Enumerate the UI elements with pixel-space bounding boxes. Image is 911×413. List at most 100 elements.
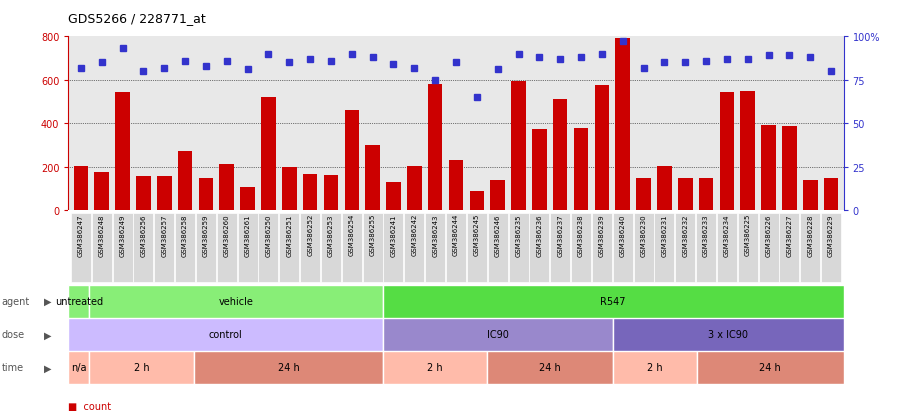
Bar <box>552 100 567 211</box>
Bar <box>300 214 320 282</box>
Bar <box>654 214 673 282</box>
Bar <box>698 178 712 211</box>
Text: 2 h: 2 h <box>426 363 443 373</box>
Bar <box>591 214 611 282</box>
Text: n/a: n/a <box>71 363 87 373</box>
Bar <box>656 166 670 211</box>
Text: GSM386231: GSM386231 <box>660 214 667 256</box>
Bar <box>365 146 380 211</box>
Text: GSM386257: GSM386257 <box>161 214 167 256</box>
Bar <box>612 351 696 384</box>
Bar <box>71 214 91 282</box>
Text: GSM386235: GSM386235 <box>515 214 521 256</box>
Bar <box>196 214 216 282</box>
Text: ■  count: ■ count <box>68 401 111 411</box>
Text: GSM386245: GSM386245 <box>474 214 479 256</box>
Text: GSM386226: GSM386226 <box>764 214 771 256</box>
Text: GSM386252: GSM386252 <box>307 214 312 256</box>
Bar <box>406 166 421 211</box>
Text: GSM386233: GSM386233 <box>702 214 708 256</box>
Bar <box>261 98 275 211</box>
Bar <box>220 165 234 211</box>
Bar <box>321 214 341 282</box>
Bar <box>573 128 588 211</box>
Bar <box>486 351 612 384</box>
Bar <box>157 177 171 211</box>
Bar <box>823 178 837 211</box>
Bar <box>383 285 843 318</box>
Text: GSM386227: GSM386227 <box>785 214 792 256</box>
Text: 2 h: 2 h <box>134 363 149 373</box>
Text: GSM386229: GSM386229 <box>827 214 834 256</box>
Bar <box>820 214 840 282</box>
Bar <box>279 214 299 282</box>
Bar <box>136 177 150 211</box>
Bar <box>154 214 174 282</box>
Text: GSM386225: GSM386225 <box>744 214 750 256</box>
Bar <box>89 285 383 318</box>
Bar <box>466 214 486 282</box>
Bar <box>716 214 736 282</box>
Bar <box>719 93 733 211</box>
Bar <box>112 214 132 282</box>
Text: GSM386258: GSM386258 <box>182 214 188 256</box>
Bar <box>487 214 507 282</box>
Bar <box>511 82 526 211</box>
Bar <box>115 93 129 211</box>
Bar <box>342 214 362 282</box>
Bar <box>549 214 569 282</box>
Text: GSM386237: GSM386237 <box>557 214 563 256</box>
Text: GSM386244: GSM386244 <box>453 214 458 256</box>
Text: R547: R547 <box>599 297 625 306</box>
Text: GSM386253: GSM386253 <box>328 214 333 256</box>
Bar <box>383 214 403 282</box>
Text: time: time <box>2 363 24 373</box>
Bar <box>425 214 445 282</box>
Text: GSM386230: GSM386230 <box>640 214 646 256</box>
Text: GSM386249: GSM386249 <box>119 214 126 256</box>
Bar <box>633 214 653 282</box>
Text: GSM386242: GSM386242 <box>411 214 417 256</box>
Bar <box>95 173 109 211</box>
Text: GSM386243: GSM386243 <box>432 214 437 256</box>
Bar <box>238 214 257 282</box>
Text: GSM386239: GSM386239 <box>599 214 604 256</box>
Bar <box>570 214 590 282</box>
Bar <box>490 181 505 211</box>
Bar <box>133 214 153 282</box>
Bar <box>695 214 715 282</box>
Bar <box>740 91 754 211</box>
Text: ▶: ▶ <box>44 297 51 306</box>
Text: GSM386228: GSM386228 <box>806 214 813 256</box>
Text: 2 h: 2 h <box>647 363 662 373</box>
Text: GSM386236: GSM386236 <box>536 214 542 256</box>
Bar <box>737 214 757 282</box>
Text: IC90: IC90 <box>486 330 508 339</box>
Bar <box>175 214 195 282</box>
Text: GSM386238: GSM386238 <box>578 214 583 256</box>
Bar <box>615 39 630 211</box>
Bar <box>68 285 89 318</box>
Text: agent: agent <box>2 297 30 306</box>
Bar <box>612 318 843 351</box>
Text: GSM386251: GSM386251 <box>286 214 292 256</box>
Text: GSM386250: GSM386250 <box>265 214 271 256</box>
Bar <box>531 129 546 211</box>
Bar <box>594 86 609 211</box>
Bar <box>445 214 466 282</box>
Bar <box>385 183 400 211</box>
Bar <box>758 214 778 282</box>
Bar <box>302 175 317 211</box>
Bar <box>674 214 694 282</box>
Bar <box>199 178 213 211</box>
Text: 24 h: 24 h <box>759 363 781 373</box>
Bar <box>696 351 843 384</box>
Text: GSM386256: GSM386256 <box>140 214 147 256</box>
Bar <box>68 318 383 351</box>
Text: 24 h: 24 h <box>277 363 299 373</box>
Text: vehicle: vehicle <box>219 297 253 306</box>
Bar <box>383 351 486 384</box>
Text: GSM386232: GSM386232 <box>681 214 688 256</box>
Text: GSM386248: GSM386248 <box>98 214 105 256</box>
Bar <box>799 214 819 282</box>
